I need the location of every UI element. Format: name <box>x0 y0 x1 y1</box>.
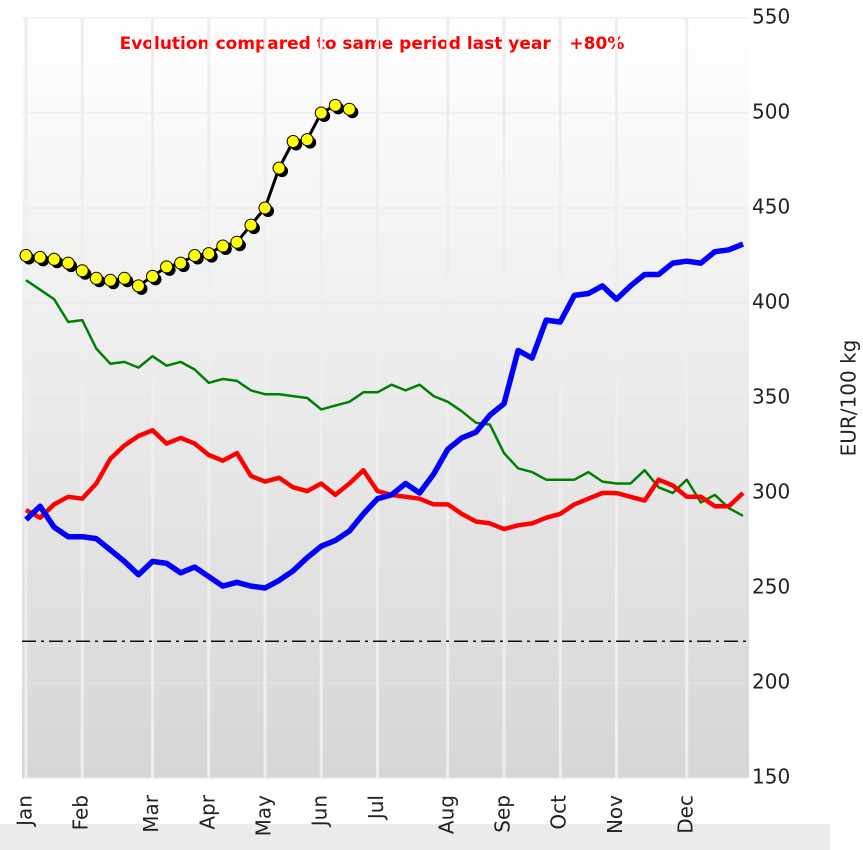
chart-title: Evolution compared to same period last y… <box>120 34 625 54</box>
x-tick-label: Jan <box>13 795 37 828</box>
y-tick-label: 450 <box>752 195 790 219</box>
marker <box>188 249 202 262</box>
marker <box>328 98 342 112</box>
y-tick-label: 200 <box>752 670 790 694</box>
marker <box>75 264 89 278</box>
marker <box>342 102 356 116</box>
y-tick-label: 300 <box>752 480 790 504</box>
marker <box>272 161 286 175</box>
marker <box>258 201 272 215</box>
x-tick-label: Apr <box>195 794 219 829</box>
marker <box>33 250 47 264</box>
marker <box>202 247 216 261</box>
marker <box>160 260 174 274</box>
marker <box>244 218 258 232</box>
x-tick-label: Sep <box>491 795 515 833</box>
marker <box>131 279 145 293</box>
series-line <box>24 428 745 532</box>
x-tick-label: Jun <box>308 795 332 828</box>
marker <box>300 133 314 147</box>
marker <box>174 256 188 270</box>
marker <box>89 271 103 285</box>
x-tick-label: Nov <box>603 795 627 834</box>
series-line <box>25 279 744 517</box>
marker <box>117 271 131 285</box>
marker <box>47 252 61 266</box>
y-tick-label: 250 <box>752 575 790 599</box>
x-tick-label: Jul <box>364 795 388 821</box>
footer-bar <box>0 824 830 850</box>
marker <box>286 135 300 148</box>
marker <box>230 235 244 249</box>
x-tick-label: May <box>252 795 276 837</box>
x-tick-label: Aug <box>434 795 458 834</box>
y-tick-label: 350 <box>752 385 790 409</box>
marker <box>146 269 160 283</box>
x-tick-label: Dec <box>673 795 697 834</box>
y-axis-label: EUR/100 kg <box>837 340 861 457</box>
y-tick-label: 400 <box>752 290 790 314</box>
marker <box>19 249 33 262</box>
marker <box>216 239 230 253</box>
series-line <box>24 241 745 591</box>
y-tick-label: 550 <box>752 5 790 29</box>
y-tick-label: 500 <box>752 100 790 124</box>
marker <box>103 273 117 287</box>
y-tick-label: 150 <box>752 765 790 789</box>
marker <box>314 106 328 120</box>
x-tick-label: Feb <box>69 795 93 830</box>
x-tick-label: Oct <box>547 795 571 830</box>
marker <box>61 256 75 270</box>
x-tick-label: Mar <box>139 794 163 833</box>
